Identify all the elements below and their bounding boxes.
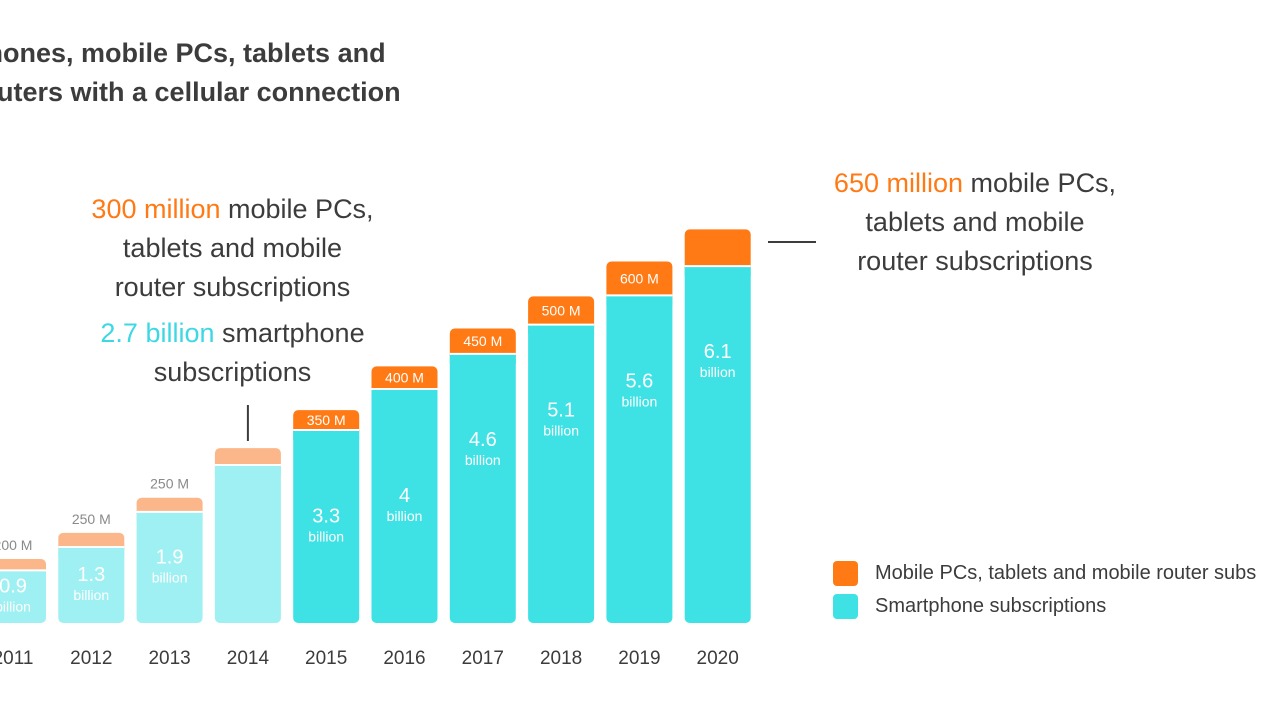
label-pc-2011: 200 M: [0, 537, 32, 553]
label-smartphone-value-2017: 4.6: [469, 429, 497, 451]
annotation-2014-pc: 300 million mobile PCs, tablets and mobi…: [60, 190, 405, 307]
annotation-2020-text: mobile PCs,: [970, 168, 1117, 198]
annotation-2020-line3: router subscriptions: [857, 246, 1093, 276]
bar-pc-2019: [606, 261, 673, 304]
chart-title: phones, mobile PCs, tablets and routers …: [0, 34, 490, 112]
x-tick-2018: 2018: [540, 648, 582, 669]
legend-swatch-pc: [833, 561, 858, 586]
legend-swatch-smartphone: [833, 594, 858, 619]
label-smartphone-unit-2013: billion: [152, 569, 188, 585]
bar-smartphone-2016: [371, 389, 438, 623]
x-tick-2011: 2011: [0, 648, 33, 669]
annotation-2014-pc-value: 300 million: [91, 194, 221, 224]
label-smartphone-unit-2017: billion: [465, 452, 501, 468]
label-smartphone-value-2020: 6.1: [704, 341, 732, 363]
label-smartphone-unit-2018: billion: [543, 423, 579, 439]
label-pc-2018: 500 M: [542, 303, 581, 319]
bar-smartphone-top-2014: [214, 465, 281, 476]
label-pc-2013: 250 M: [150, 476, 189, 492]
bar-smartphone-2018: [528, 324, 595, 623]
label-pc-2012: 250 M: [72, 511, 111, 527]
label-smartphone-value-2018: 5.1: [547, 400, 575, 422]
bar-smartphone-2017: [449, 353, 516, 623]
x-tick-2016: 2016: [383, 648, 425, 669]
x-tick-2013: 2013: [148, 648, 190, 669]
x-tick-2014: 2014: [227, 648, 270, 669]
label-pc-2019: 600 M: [620, 270, 659, 286]
x-tick-2015: 2015: [305, 648, 347, 669]
label-smartphone-value-2019: 5.6: [625, 370, 653, 392]
bar-smartphone-top-2018: [528, 324, 595, 335]
annotation-2014-sp-line2: subscriptions: [153, 357, 312, 387]
annotation-2014-sp-value: 2.7 billion: [100, 318, 215, 348]
title-line-2: routers with a cellular connection: [0, 77, 401, 107]
label-smartphone-unit-2016: billion: [387, 508, 423, 524]
annotation-2014-pc-text: mobile PCs,: [228, 194, 374, 224]
annotation-2020-line2: tablets and mobile: [865, 207, 1085, 237]
annotation-2020: 650 million mobile PCs, tablets and mobi…: [800, 164, 1150, 281]
x-tick-2019: 2019: [618, 648, 660, 669]
label-smartphone-value-2013: 1.9: [156, 546, 184, 568]
bar-smartphone-2015: [293, 429, 360, 623]
legend-label-pc: Mobile PCs, tablets and mobile router su…: [875, 562, 1257, 584]
title-line-1: phones, mobile PCs, tablets and: [0, 38, 386, 68]
bar-smartphone-top-2019: [606, 295, 673, 306]
label-smartphone-value-2011: 0.9: [0, 576, 27, 598]
annotation-2014-smartphone: 2.7 billion smartphone subscriptions: [60, 314, 405, 392]
legend-label-smartphone: Smartphone subscriptions: [875, 595, 1107, 617]
bar-smartphone-top-2012: [58, 546, 125, 557]
label-smartphone-unit-2019: billion: [621, 393, 657, 409]
bar-pc-2020: [684, 229, 751, 275]
label-smartphone-unit-2012: billion: [73, 587, 109, 603]
bar-pc-2018: [528, 296, 595, 333]
bar-smartphone-2014: [214, 465, 281, 623]
bar-smartphone-top-2015: [293, 429, 360, 440]
label-pc-2015: 350 M: [307, 412, 346, 428]
bar-smartphone-2012: [58, 546, 125, 623]
bar-smartphone-top-2020: [684, 266, 751, 277]
annotation-2014-pc-line2: tablets and mobile: [122, 233, 343, 263]
x-tick-2017: 2017: [462, 648, 504, 669]
bar-smartphone-2011: [0, 570, 46, 623]
label-smartphone-value-2015: 3.3: [312, 505, 340, 527]
annotation-2020-value: 650 million: [833, 168, 963, 198]
bar-smartphone-top-2011: [0, 570, 46, 581]
bar-smartphone-top-2017: [449, 353, 516, 364]
label-smartphone-unit-2020: billion: [700, 364, 736, 380]
annotation-2014-pc-line3: router subscriptions: [114, 272, 351, 302]
x-tick-2012: 2012: [70, 648, 112, 669]
bar-smartphone-2013: [136, 511, 203, 623]
label-pc-2017: 450 M: [463, 333, 502, 349]
label-pc-2016: 400 M: [385, 370, 424, 386]
bar-smartphone-2020: [684, 266, 751, 623]
label-smartphone-unit-2011: billion: [0, 599, 31, 615]
label-smartphone-unit-2015: billion: [308, 528, 344, 544]
annotation-2014-sp-text: smartphone: [222, 318, 365, 348]
x-tick-2020: 2020: [697, 648, 739, 669]
bar-smartphone-top-2016: [371, 389, 438, 399]
label-smartphone-value-2012: 1.3: [77, 564, 105, 586]
bar-smartphone-2019: [606, 295, 673, 623]
label-smartphone-value-2016: 4: [399, 485, 410, 507]
bar-smartphone-top-2013: [136, 511, 203, 522]
